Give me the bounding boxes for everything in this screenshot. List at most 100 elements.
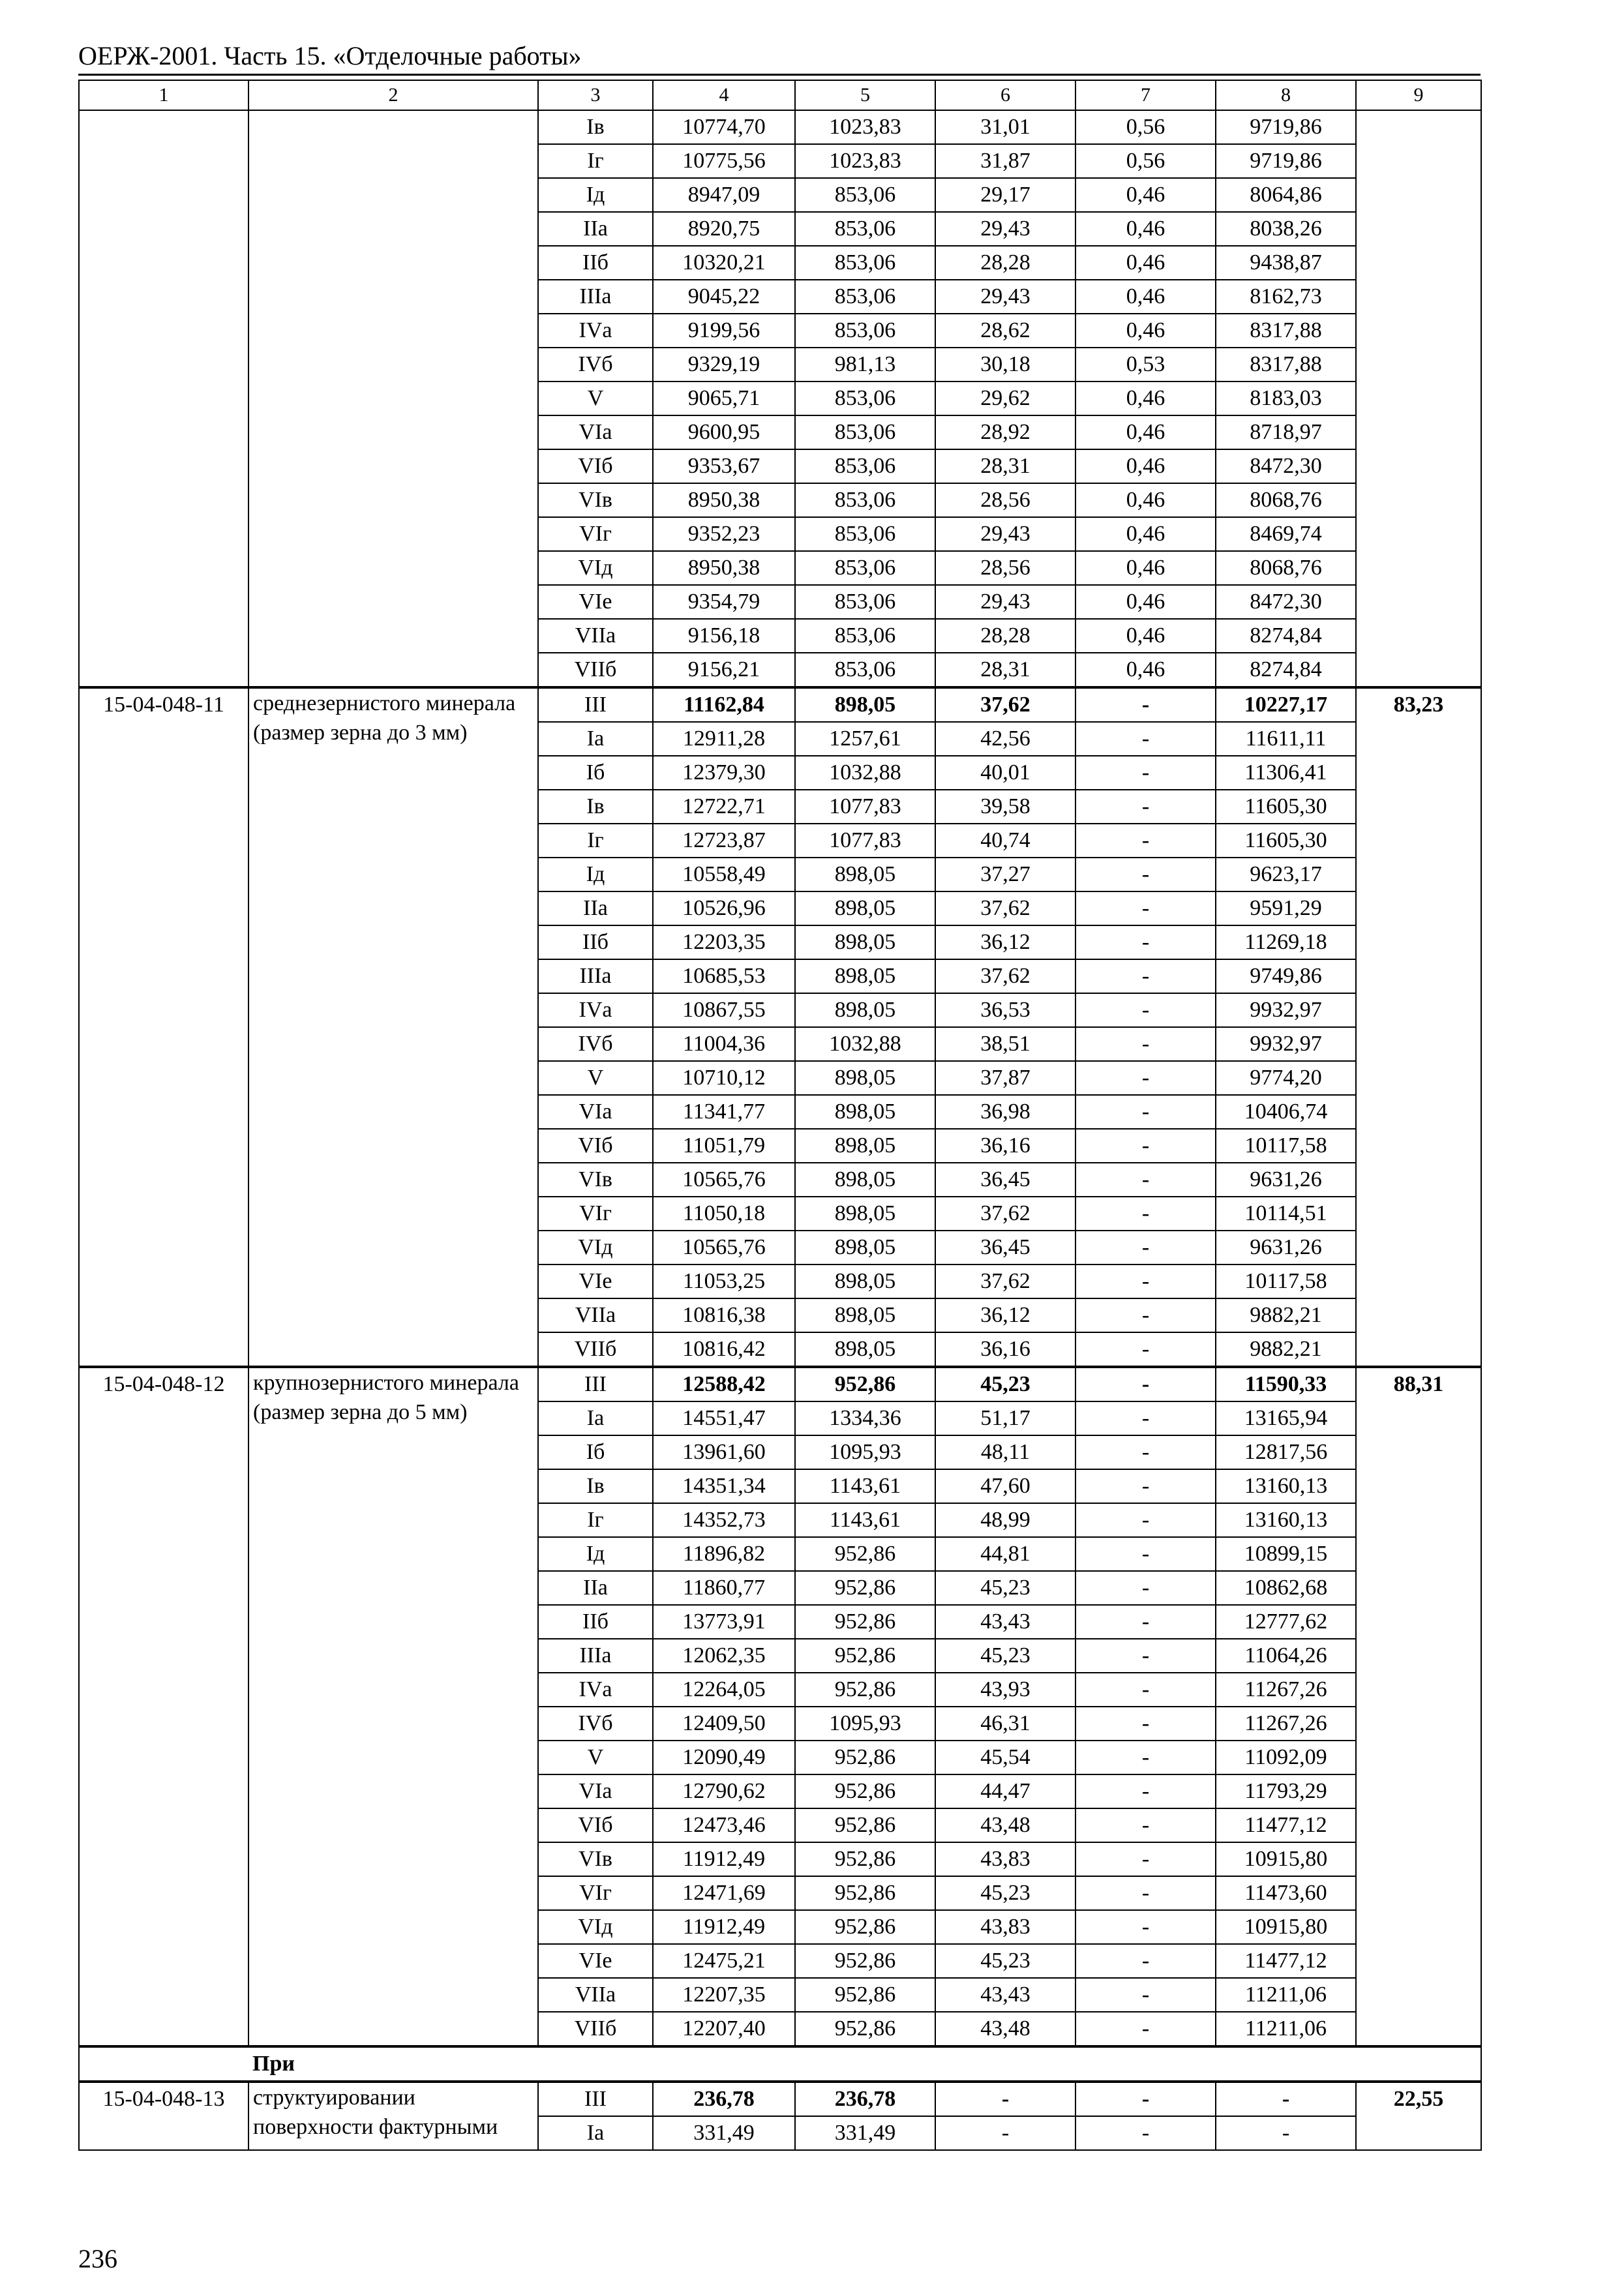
value-cell: 898,05 [794,1332,936,1368]
table-row: IIIа 9045,22 853,06 29,43 0,46 8162,73 [79,279,1481,314]
value-cell: 11004,36 [652,1026,796,1062]
zone-code: VIе [537,1264,654,1299]
zone-code: VIа [537,1094,654,1130]
value-cell: 8162,73 [1215,279,1357,314]
value-cell: 43,83 [935,1842,1076,1877]
value-cell: 898,05 [794,857,936,892]
work-description: крупнозернистого минерала (размер зерна … [248,1366,539,2047]
value-cell: 37,27 [935,857,1076,892]
zone-code: VIIа [537,618,654,653]
value-cell: 952,86 [794,1909,936,1945]
zone-code: VIIб [537,2011,654,2047]
table-row: Iб 12379,30 1032,88 40,01-11306,41 [79,755,1481,790]
value-cell: - [1075,1740,1216,1775]
value-cell: 1095,93 [794,1706,936,1741]
work-description: структуировании поверхности фактурными [248,2080,539,2151]
zone-code: IVб [537,347,654,382]
value-cell: 29,43 [935,584,1076,620]
empty-cell [78,2045,248,2082]
value-cell: 45,23 [935,1876,1076,1911]
column-number: 1 [78,80,249,111]
value-cell: 13961,60 [652,1435,796,1470]
value-cell: 11793,29 [1215,1774,1357,1809]
table-row: IVа 9199,56 853,06 28,62 0,46 8317,88 [79,313,1481,348]
value-cell: - [1075,686,1216,723]
value-cell: 1077,83 [794,789,936,824]
value-cell: 10406,74 [1215,1094,1357,1130]
zone-code: Iд [537,857,654,892]
value-cell: 9045,22 [652,279,796,314]
value-cell: - [1075,1536,1216,1572]
value-cell: - [1075,1977,1216,2012]
value-cell: - [1075,1060,1216,1096]
value-cell: 39,58 [935,789,1076,824]
value-cell: 11051,79 [652,1128,796,1163]
zone-code: Iд [537,177,654,213]
labor-cost: 88,31 [1355,1366,1482,2047]
table-row: Iд 11896,82 952,86 44,81-10899,15 [79,1536,1481,1572]
value-cell: 853,06 [794,177,936,213]
zone-code: VIб [537,1808,654,1843]
value-cell: 9354,79 [652,584,796,620]
value-cell: 13773,91 [652,1604,796,1639]
value-cell: 46,31 [935,1706,1076,1741]
value-cell: 8920,75 [652,211,796,247]
table-row: VIв 11912,49 952,86 43,83-10915,80 [79,1842,1481,1877]
value-cell: 11590,33 [1215,1366,1357,1402]
value-cell: 11162,84 [652,686,796,723]
value-cell: - [1075,925,1216,960]
value-cell: 12588,42 [652,1366,796,1402]
value-cell: 952,86 [794,1570,936,1606]
value-cell: 37,87 [935,1060,1076,1096]
value-cell: - [1075,891,1216,926]
value-cell: 29,43 [935,516,1076,552]
value-cell: 8317,88 [1215,347,1357,382]
value-cell: 31,01 [935,110,1076,145]
value-cell: 853,06 [794,516,936,552]
table-row: VIд 8950,38 853,06 28,56 0,46 8068,76 [79,550,1481,586]
value-cell: 8317,88 [1215,313,1357,348]
value-cell: 45,23 [935,1366,1076,1402]
value-cell: 40,74 [935,823,1076,858]
table-row: IIб 12203,35 898,05 36,12-11269,18 [79,925,1481,960]
table-row: Iа 331,49 331,49- - - [79,2116,1481,2151]
value-cell: 0,46 [1075,211,1216,247]
value-cell: - [1075,1026,1216,1062]
value-cell: 11053,25 [652,1264,796,1299]
value-cell: 1032,88 [794,1026,936,1062]
header-divider [78,74,1481,76]
value-cell: 37,62 [935,1196,1076,1231]
table-row: VIд 10565,76 898,05 36,45-9631,26 [79,1230,1481,1265]
zone-code: VIа [537,1774,654,1809]
value-cell: 0,46 [1075,652,1216,688]
zone-code: Iв [537,110,654,145]
value-cell: 11477,12 [1215,1943,1357,1979]
table-row: Iв 12722,71 1077,83 39,58-11605,30 [79,789,1481,824]
value-cell: - [1075,823,1216,858]
value-cell: 51,17 [935,1401,1076,1436]
table-row: Iг 12723,87 1077,83 40,74-11605,30 [79,823,1481,858]
value-cell: 236,78 [652,2080,796,2117]
table-row: Iг 10775,56 1023,83 31,87 0,56 9719,86 [79,143,1481,179]
value-cell: 28,31 [935,449,1076,484]
zone-code: IIIа [537,279,654,314]
value-cell: - [1215,2080,1357,2117]
value-cell: 0,46 [1075,483,1216,518]
value-cell: 45,23 [935,1570,1076,1606]
zone-code: IVа [537,993,654,1028]
zone-code: III [537,1366,654,1402]
table-row: VIIа 10816,38 898,05 36,12-9882,21 [79,1298,1481,1333]
value-cell: - [1075,1230,1216,1265]
value-cell: 11605,30 [1215,823,1357,858]
column-number: 4 [652,80,796,111]
value-cell: 10526,96 [652,891,796,926]
page-header-title: ОЕРЖ-2001. Часть 15. «Отделочные работы» [78,41,582,70]
value-cell: - [1075,1332,1216,1368]
zone-code: IIIа [537,959,654,994]
value-cell: 9882,21 [1215,1298,1357,1333]
value-cell: 29,62 [935,381,1076,416]
value-cell: 853,06 [794,415,936,450]
value-cell: - [1075,959,1216,994]
value-cell: 10685,53 [652,959,796,994]
table-row: VIб 11051,79 898,05 36,16-10117,58 [79,1128,1481,1163]
